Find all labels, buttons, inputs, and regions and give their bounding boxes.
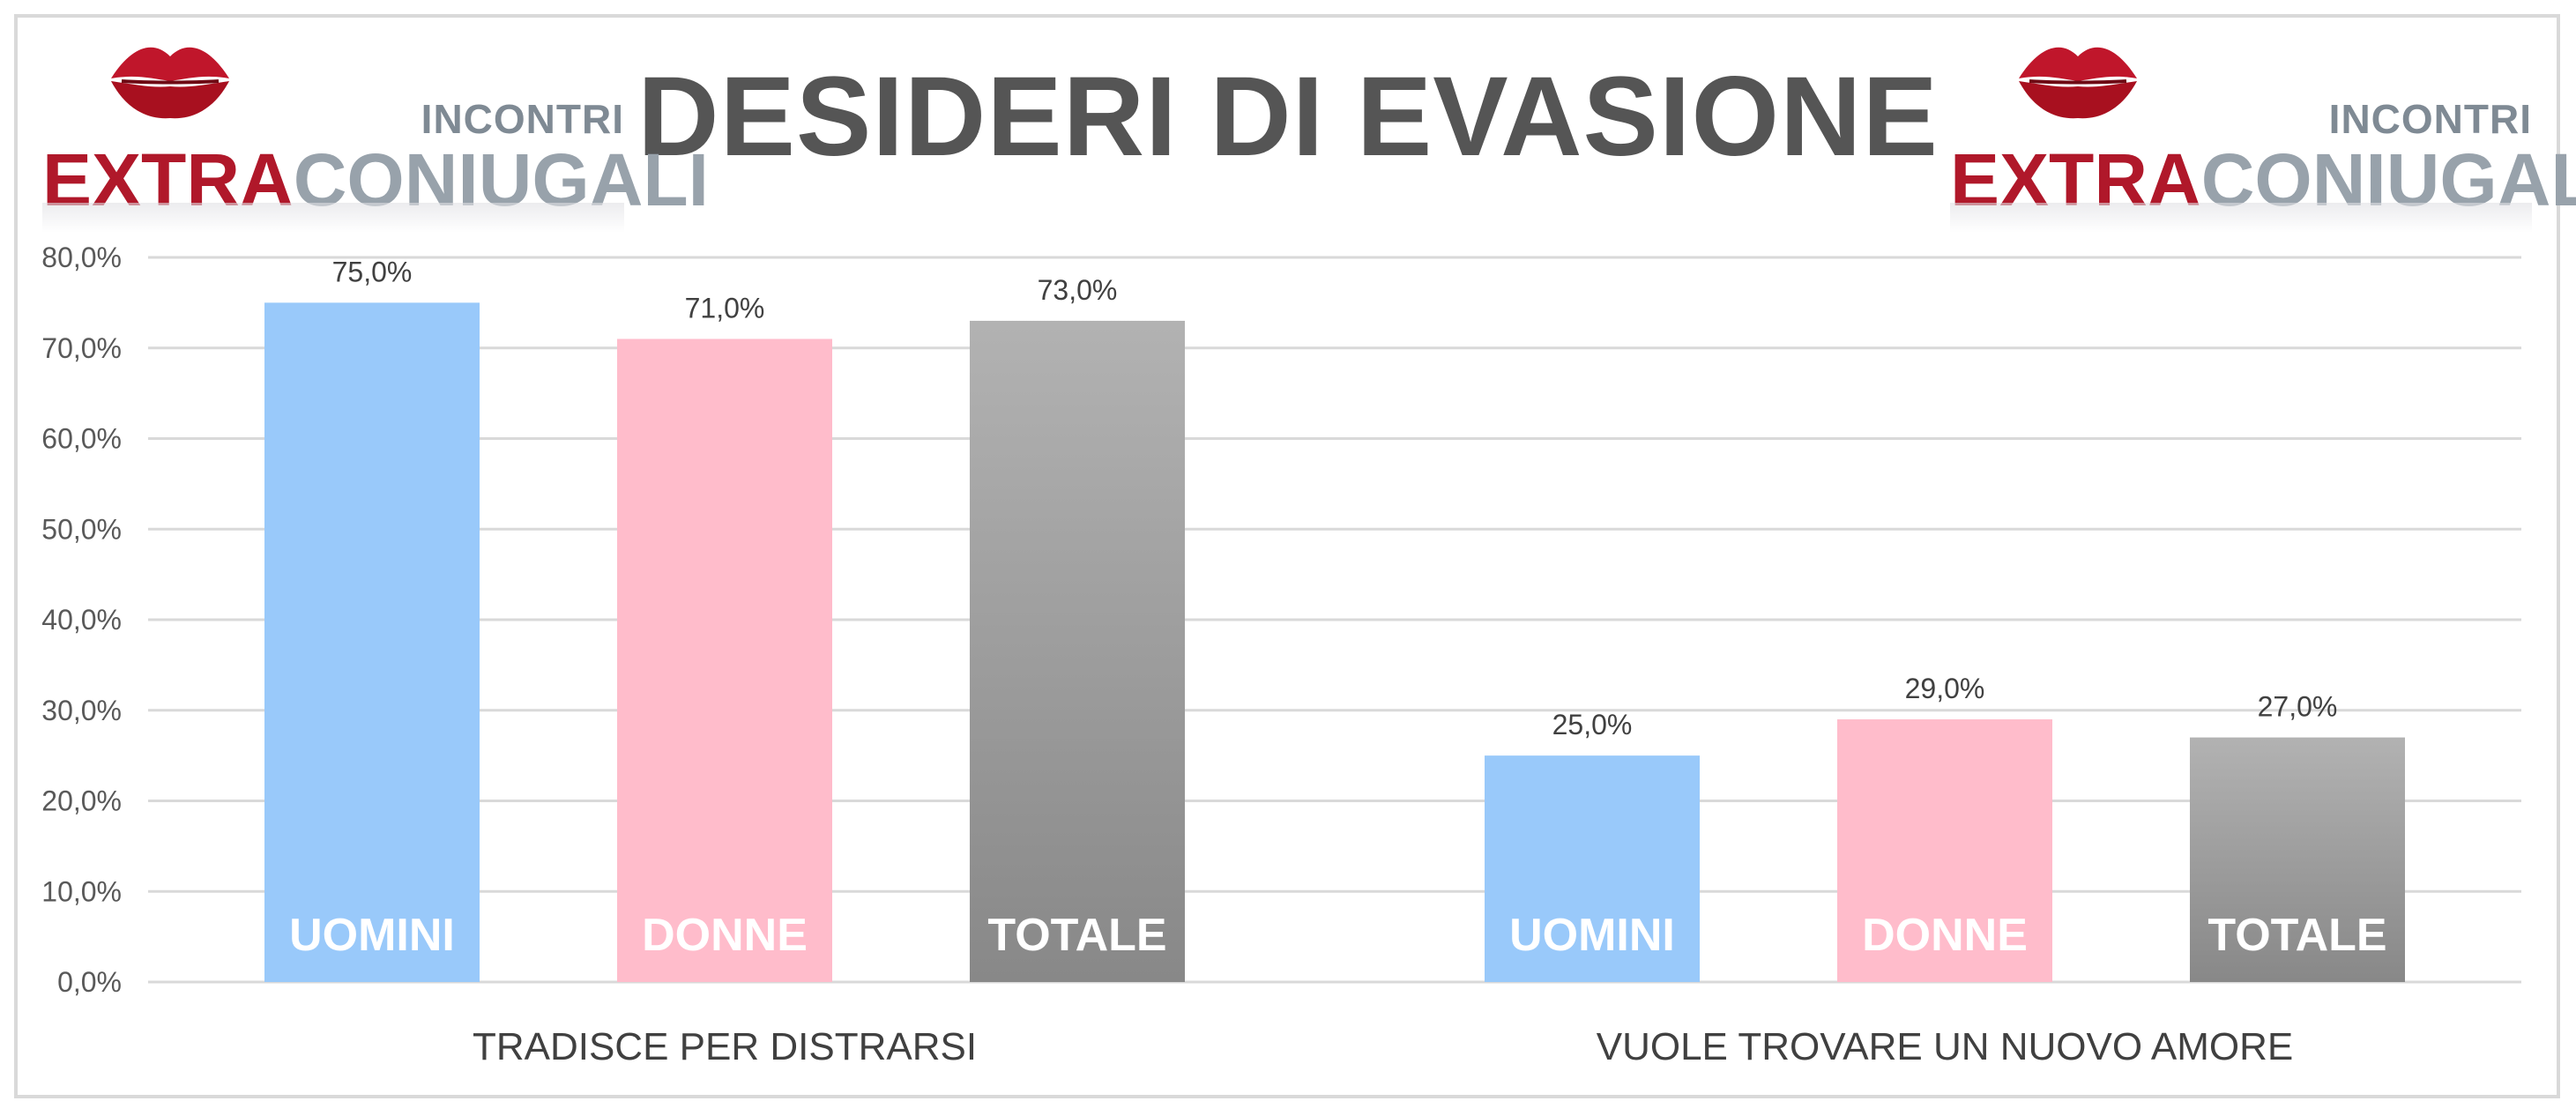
bar-series-label: UOMINI xyxy=(1509,910,1675,961)
bar-series-label: TOTALE xyxy=(987,910,1166,961)
data-label: 71,0% xyxy=(685,292,765,324)
brand-logo-right: INCONTRI EXTRACONIUGALI xyxy=(1950,30,2576,233)
bar-uomini xyxy=(264,302,480,982)
logo-tag: INCONTRI xyxy=(421,96,624,142)
data-label: 25,0% xyxy=(1552,709,1633,740)
bar-totale xyxy=(2190,737,2405,982)
data-label: 29,0% xyxy=(1905,673,1985,704)
bar-totale xyxy=(970,320,1185,982)
bar-donne xyxy=(617,339,832,983)
lips-icon xyxy=(111,47,229,119)
y-tick-label: 30,0% xyxy=(41,695,122,726)
y-tick-label: 40,0% xyxy=(41,604,122,636)
y-tick-label: 50,0% xyxy=(41,513,122,545)
category-label: VUOLE TROVARE UN NUOVO AMORE xyxy=(1597,1025,2294,1068)
data-label: 73,0% xyxy=(1038,274,1118,306)
gridlines xyxy=(148,256,2521,984)
bar-series-label: DONNE xyxy=(642,910,808,961)
category-label: TRADISCE PER DISTRARSI xyxy=(473,1025,977,1068)
bar-uomini xyxy=(1485,755,1700,982)
y-tick-label: 80,0% xyxy=(41,242,122,273)
data-label: 27,0% xyxy=(2258,691,2338,723)
logo-tag: INCONTRI xyxy=(2328,96,2532,142)
y-tick-label: 0,0% xyxy=(57,966,122,998)
y-tick-label: 20,0% xyxy=(41,785,122,817)
data-labels: 75,0% UOMINI 71,0% DONNE 73,0% TOTALE 25,0% UOM… xyxy=(289,256,2386,961)
y-tick-label: 10,0% xyxy=(41,875,122,907)
y-tick-label: 60,0% xyxy=(41,423,122,455)
bar-donne xyxy=(1837,719,2052,982)
bars xyxy=(264,302,2405,983)
y-axis-ticks: 0,0% 10,0% 20,0% 30,0% 40,0% 50,0% 60,0% 70,0% 8… xyxy=(41,242,122,998)
bar-series-label: TOTALE xyxy=(2207,910,2386,961)
y-tick-label: 70,0% xyxy=(41,332,122,364)
bar-series-label: UOMINI xyxy=(289,910,455,961)
lips-icon xyxy=(2019,47,2137,119)
logo-reflection xyxy=(42,203,624,233)
bar-series-label: DONNE xyxy=(1862,910,2028,961)
data-label: 75,0% xyxy=(332,256,413,287)
brand-logo-left: INCONTRI EXTRACONIUGALI xyxy=(42,30,709,233)
page-title: DESIDERI DI EVASIONE xyxy=(637,54,1939,180)
category-labels: TRADISCE PER DISTRARSI VUOLE TROVARE UN N… xyxy=(473,1025,2293,1068)
logo-reflection xyxy=(1950,203,2532,233)
